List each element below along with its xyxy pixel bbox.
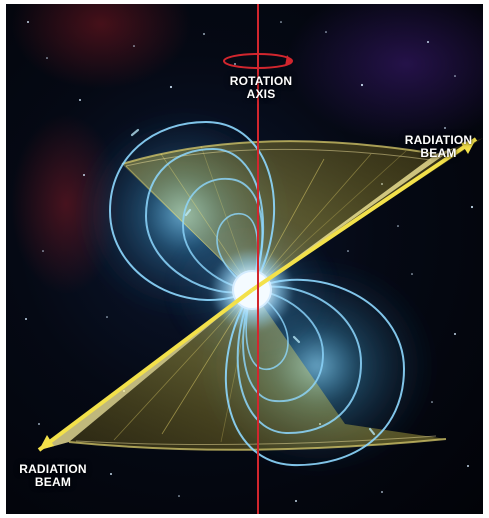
radiation-beam-label-top-line-1: RADIATION [404,133,473,147]
radiation-beam-label-top-line-2: BEAM [420,146,457,160]
radiation-beam-label-bottom-line-1: RADIATION [19,462,87,476]
radiation-beam-label-bottom-line-2: BEAM [34,475,72,489]
rotation-axis [223,4,293,514]
radiation-beam-label-bottom: RADIATION BEAM [8,463,98,489]
rotation-axis-label-line-1: ROTATION [229,74,293,88]
red-nebula-top-left [11,4,191,89]
arrow-down-left-icon [39,435,54,450]
pulsar-diagram-frame: ROTATION AXIS RADIATION BEAM RADIATION B… [6,4,483,514]
purple-nebula-top-right [286,4,483,144]
radiation-beam-label-top: RADIATION BEAM [394,134,483,160]
arrow-up-right-icon [461,139,476,154]
rotation-axis-label-line-2: AXIS [246,87,276,101]
pulsar-diagram [11,4,483,514]
field-highlight-ticks [130,128,376,436]
rotation-axis-label: ROTATION AXIS [211,75,311,101]
radiation-beam-arrows [37,137,478,452]
